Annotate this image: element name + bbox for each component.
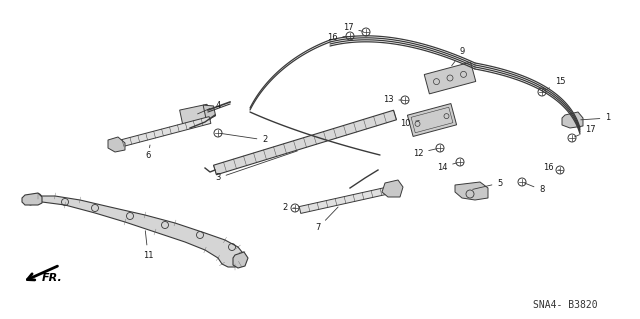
Text: 16: 16: [543, 164, 560, 173]
Text: 4: 4: [198, 100, 221, 114]
Text: 8: 8: [525, 183, 545, 195]
Polygon shape: [233, 252, 248, 268]
Text: 17: 17: [342, 24, 364, 33]
Text: 2: 2: [221, 133, 268, 145]
Polygon shape: [214, 110, 396, 175]
Polygon shape: [203, 105, 216, 121]
Text: 13: 13: [383, 95, 402, 105]
Polygon shape: [562, 112, 583, 128]
Text: 1: 1: [580, 114, 611, 122]
Polygon shape: [300, 187, 391, 213]
Text: SNA4- B3820: SNA4- B3820: [532, 300, 597, 310]
Polygon shape: [22, 193, 42, 205]
Polygon shape: [382, 180, 403, 197]
Text: 2: 2: [282, 204, 295, 212]
Text: 10: 10: [400, 118, 419, 128]
Text: FR.: FR.: [42, 273, 62, 283]
Text: 16: 16: [326, 33, 348, 42]
Text: 15: 15: [545, 78, 565, 91]
Polygon shape: [114, 117, 211, 148]
Polygon shape: [408, 104, 456, 137]
Polygon shape: [108, 137, 125, 152]
Polygon shape: [180, 104, 211, 126]
Text: 5: 5: [473, 179, 502, 189]
Text: 11: 11: [143, 231, 153, 259]
Text: 12: 12: [413, 149, 437, 158]
Text: 7: 7: [316, 207, 338, 233]
Text: 6: 6: [145, 145, 150, 160]
Text: 14: 14: [436, 162, 458, 172]
Polygon shape: [424, 62, 476, 94]
Text: 17: 17: [575, 125, 595, 137]
Text: 9: 9: [452, 48, 465, 66]
Text: 3: 3: [215, 151, 298, 182]
Polygon shape: [455, 182, 488, 200]
Polygon shape: [28, 196, 243, 267]
